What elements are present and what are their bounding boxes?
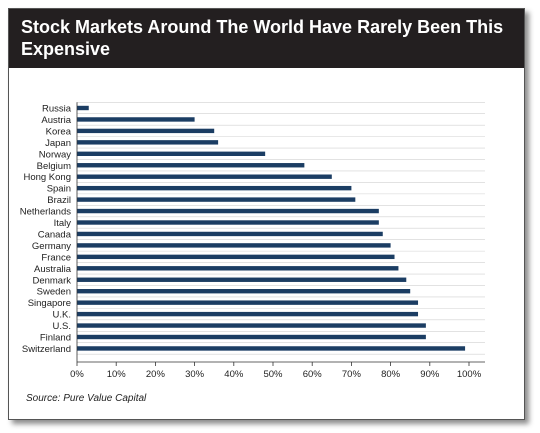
bar	[77, 346, 466, 351]
x-tick-label: 20%	[146, 369, 166, 380]
chart-title: Stock Markets Around The World Have Rare…	[21, 17, 504, 59]
category-label: Hong Kong	[23, 172, 71, 183]
category-label: France	[41, 252, 71, 263]
bar	[77, 105, 89, 111]
x-tick-label: 80%	[381, 369, 401, 380]
bar	[77, 140, 219, 145]
bar	[77, 185, 352, 191]
category-label: Denmark	[32, 275, 71, 286]
bars	[77, 105, 466, 351]
category-label: U.K.	[53, 310, 71, 321]
x-tick-label: 50%	[263, 369, 283, 380]
bar	[77, 323, 426, 328]
category-labels: RussiaAustriaKoreaJapanNorwayBelgiumHong…	[20, 104, 72, 355]
x-tick-label: 30%	[185, 369, 205, 380]
category-label: U.S.	[53, 321, 71, 332]
bar	[77, 197, 356, 202]
x-axis: 0% 10% 20% 30% 40% 50% 60% 70% 80% 90% 100%	[70, 102, 485, 380]
category-label: Switzerland	[22, 344, 71, 355]
bar	[77, 208, 379, 214]
x-tick-label: 60%	[303, 369, 323, 380]
category-label: Austria	[41, 115, 71, 126]
x-tick-label: 100%	[457, 369, 482, 380]
x-tick-label: 40%	[224, 369, 244, 380]
grid-lines	[77, 101, 485, 355]
bar	[77, 151, 266, 156]
category-label: Australia	[34, 264, 72, 275]
bar	[77, 174, 332, 179]
category-label: Belgium	[37, 161, 71, 172]
x-tick-label: 0%	[70, 369, 84, 380]
x-tick-label: 70%	[342, 369, 362, 380]
x-tick-label: 90%	[420, 369, 440, 380]
category-label: Japan	[45, 138, 71, 149]
bar	[77, 231, 383, 237]
category-label: Norway	[39, 149, 71, 160]
bar	[77, 266, 399, 271]
bar	[77, 277, 407, 282]
category-label: Germany	[32, 241, 71, 252]
bar	[77, 128, 215, 134]
category-label: Korea	[46, 126, 72, 137]
chart-card: Stock Markets Around The World Have Rare…	[8, 8, 525, 420]
category-label: Brazil	[47, 195, 71, 206]
category-label: Sweden	[37, 287, 71, 298]
bar	[77, 243, 391, 248]
category-label: Canada	[38, 229, 72, 240]
category-label: Finland	[40, 333, 71, 344]
bar	[77, 117, 195, 122]
bar	[77, 289, 411, 294]
category-label: Singapore	[28, 298, 71, 309]
x-tick-label: 10%	[107, 369, 127, 380]
bar	[77, 311, 419, 317]
bar	[77, 254, 395, 260]
bar	[77, 334, 426, 340]
source-note: Source: Pure Value Capital	[26, 393, 147, 404]
title-bar: Stock Markets Around The World Have Rare…	[9, 9, 524, 68]
category-label: Spain	[47, 184, 71, 195]
bar	[77, 163, 305, 168]
bar-chart: RussiaAustriaKoreaJapanNorwayBelgiumHong…	[20, 101, 485, 380]
bar	[77, 300, 419, 305]
category-label: Netherlands	[20, 207, 71, 218]
bar	[77, 220, 379, 225]
category-label: Russia	[42, 104, 72, 115]
category-label: Italy	[54, 218, 72, 229]
